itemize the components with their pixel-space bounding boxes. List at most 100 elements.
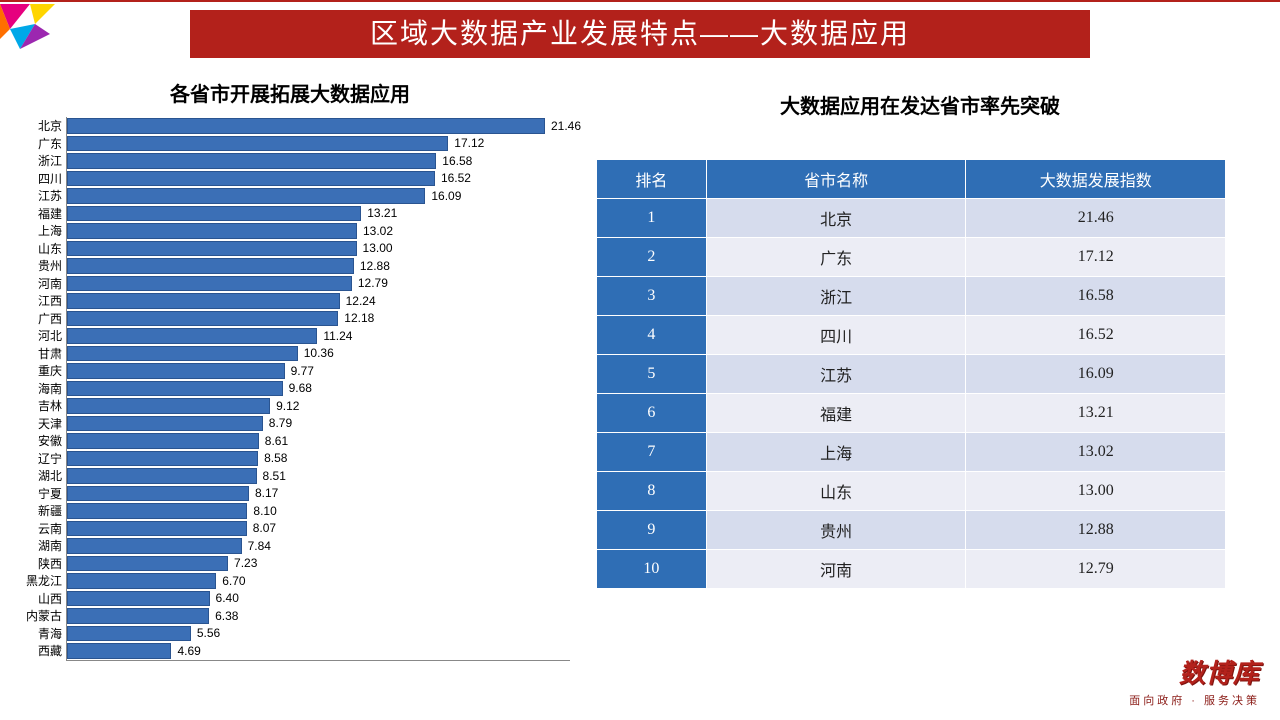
- bar-value-label: 16.58: [442, 154, 472, 168]
- cell-rank: 9: [597, 511, 707, 550]
- bar-row: 广东17.12: [10, 135, 570, 153]
- bar-category-label: 内蒙古: [10, 607, 66, 624]
- bar-row: 山东13.00: [10, 240, 570, 258]
- table-row: 6福建13.21: [597, 394, 1226, 433]
- bar-track: 8.61: [66, 432, 570, 450]
- bar-fill: [67, 223, 357, 239]
- cell-name: 山东: [706, 472, 966, 511]
- bar-category-label: 贵州: [10, 257, 66, 274]
- bar-row: 吉林9.12: [10, 397, 570, 415]
- bar-category-label: 青海: [10, 625, 66, 642]
- table-row: 3浙江16.58: [597, 277, 1226, 316]
- bar-track: 16.52: [66, 170, 570, 188]
- bar-category-label: 海南: [10, 380, 66, 397]
- bar-category-label: 山西: [10, 590, 66, 607]
- cell-name: 河南: [706, 550, 966, 589]
- bar-fill: [67, 118, 545, 134]
- bar-row: 辽宁 8.58: [10, 450, 570, 468]
- bar-row: 安徽8.61: [10, 432, 570, 450]
- bar-category-label: 云南: [10, 520, 66, 537]
- bar-category-label: 湖南: [10, 537, 66, 554]
- table-row: 9贵州12.88: [597, 511, 1226, 550]
- bar-category-label: 安徽: [10, 432, 66, 449]
- bar-value-label: 6.40: [216, 591, 239, 605]
- bar-track: 9.68: [66, 380, 570, 398]
- bar-row: 四川 16.52: [10, 170, 570, 188]
- cell-index: 16.09: [966, 355, 1226, 394]
- bar-track: 10.36: [66, 345, 570, 363]
- bar-chart: 各省市开展拓展大数据应用 北京21.46广东17.12浙江16.58四川16.5…: [10, 78, 570, 661]
- bar-row: 宁夏8.17: [10, 485, 570, 503]
- bar-track: 12.18: [66, 310, 570, 328]
- bar-row: 内蒙古6.38: [10, 607, 570, 625]
- ranking-table: 排名 省市名称 大数据发展指数 1北京21.462广东17.123浙江16.58…: [596, 159, 1226, 589]
- chart-bars-container: 北京21.46广东17.12浙江16.58四川16.52江苏16.09福建13.…: [10, 117, 570, 660]
- cell-index: 17.12: [966, 238, 1226, 277]
- bar-fill: [67, 451, 258, 467]
- bar-row: 天津8.79: [10, 415, 570, 433]
- bar-fill: [67, 556, 228, 572]
- bar-track: 7.23: [66, 555, 570, 573]
- bar-category-label: 四川: [10, 170, 66, 187]
- cell-rank: 4: [597, 316, 707, 355]
- bar-value-label: 13.00: [363, 241, 393, 255]
- bar-row: 贵州 12.88: [10, 257, 570, 275]
- bar-fill: [67, 276, 352, 292]
- bar-fill: [67, 293, 340, 309]
- cell-rank: 3: [597, 277, 707, 316]
- bar-value-label: 12.79: [358, 276, 388, 290]
- bar-category-label: 辽宁: [10, 450, 66, 467]
- bar-category-label: 上海: [10, 222, 66, 239]
- bar-fill: [67, 521, 247, 537]
- bar-row: 浙江 16.58: [10, 152, 570, 170]
- table-row: 7上海13.02: [597, 433, 1226, 472]
- bar-value-label: 12.88: [360, 259, 390, 273]
- bar-value-label: 8.07: [253, 521, 276, 535]
- bar-row: 陕西7.23: [10, 555, 570, 573]
- bar-value-label: 9.77: [291, 364, 314, 378]
- bar-category-label: 重庆: [10, 362, 66, 379]
- bar-row: 西藏4.69: [10, 642, 570, 660]
- cell-name: 江苏: [706, 355, 966, 394]
- cell-rank: 1: [597, 199, 707, 238]
- cell-name: 北京: [706, 199, 966, 238]
- cell-index: 21.46: [966, 199, 1226, 238]
- bar-track: 13.02: [66, 222, 570, 240]
- bar-track: 9.12: [66, 397, 570, 415]
- bar-fill: [67, 311, 338, 327]
- bar-track: 12.24: [66, 292, 570, 310]
- bar-track: 8.17: [66, 485, 570, 503]
- bar-fill: [67, 171, 435, 187]
- bar-value-label: 16.52: [441, 171, 471, 185]
- bar-row: 江西12.24: [10, 292, 570, 310]
- ranking-title: 大数据应用在发达省市率先突破: [590, 90, 1250, 119]
- bar-track: 17.12: [66, 135, 570, 153]
- bar-value-label: 5.56: [197, 626, 220, 640]
- bar-category-label: 浙江: [10, 152, 66, 169]
- bar-track: 8.51: [66, 467, 570, 485]
- bar-value-label: 8.58: [264, 451, 287, 465]
- chart-x-axis: [66, 660, 570, 661]
- bar-fill: [67, 206, 361, 222]
- bar-category-label: 北京: [10, 117, 66, 134]
- page-title-banner: 区域大数据产业发展特点——大数据应用: [190, 10, 1090, 58]
- bar-fill: [67, 573, 216, 589]
- bar-track: 13.00: [66, 240, 570, 258]
- bar-row: 重庆 9.77: [10, 362, 570, 380]
- cell-rank: 10: [597, 550, 707, 589]
- bar-value-label: 16.09: [431, 189, 461, 203]
- footer-brand: 数博库: [1129, 653, 1260, 690]
- cell-rank: 6: [597, 394, 707, 433]
- cell-rank: 8: [597, 472, 707, 511]
- chart-title: 各省市开展拓展大数据应用: [10, 78, 570, 107]
- bar-value-label: 8.79: [269, 416, 292, 430]
- corner-decoration: [0, 4, 60, 64]
- bar-row: 湖南7.84: [10, 537, 570, 555]
- bar-category-label: 河南: [10, 275, 66, 292]
- bar-value-label: 13.21: [367, 206, 397, 220]
- bar-fill: [67, 258, 354, 274]
- bar-value-label: 10.36: [304, 346, 334, 360]
- bar-value-label: 9.12: [276, 399, 299, 413]
- bar-category-label: 福建: [10, 205, 66, 222]
- cell-index: 13.21: [966, 394, 1226, 433]
